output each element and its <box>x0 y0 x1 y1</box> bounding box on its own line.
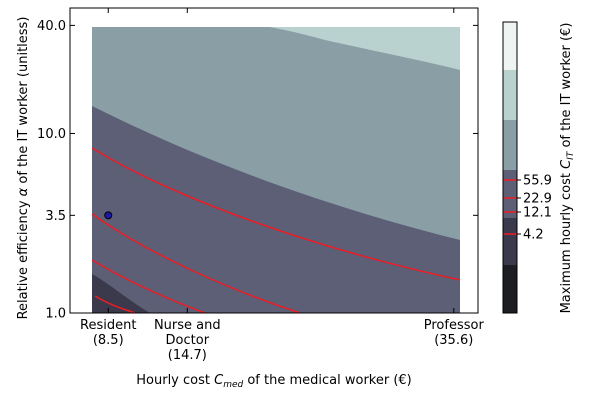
colorbar-segment-2 <box>503 120 517 170</box>
y-tick-label-40-0: 40.0 <box>37 19 66 34</box>
colorbar-segment-3 <box>503 170 517 218</box>
contour-line-12-1 <box>91 259 206 313</box>
x-tick-label-2: Professor (35.6) <box>424 318 485 348</box>
contour-region-5 <box>270 27 460 70</box>
colorbar-segment-0 <box>503 22 517 70</box>
contour-line-4-2 <box>94 295 136 313</box>
filled-contours <box>92 27 460 313</box>
x-axis-ticks: Resident (8.5) Nurse and Doctor (14.7) Profes… <box>80 8 484 363</box>
colorbar-tick-label-22-9: 22.9 <box>523 192 552 207</box>
colorbar-segment-4 <box>503 218 517 265</box>
contour-line-22-9 <box>91 213 301 313</box>
colorbar-tick-label-55-9: 55.9 <box>523 174 552 189</box>
contour-region-3 <box>92 106 460 313</box>
y-tick-label-1-0: 1.0 <box>45 307 66 322</box>
y-tick-label-10-0: 10.0 <box>37 127 66 142</box>
colorbar-ticks: 55.9 22.912.1 4.2 <box>503 174 552 243</box>
plot-frame <box>69 7 479 314</box>
colorbar-tick-label-12-1: 12.1 <box>523 206 552 221</box>
x-axis-title: Hourly cost Cmed of the medical worker (… <box>136 373 412 390</box>
x-tick-label-1: Nurse and Doctor (14.7) <box>154 318 221 363</box>
y-axis-title: Relative efficiency α of the IT worker (… <box>16 17 31 320</box>
colorbar-tick-label-4-2: 4.2 <box>523 228 544 243</box>
y-axis-ticks: 1.0 3.5 10.0 40.0 <box>37 19 478 322</box>
contour-region-1 <box>92 298 113 313</box>
colorbar-segment-5 <box>503 265 517 313</box>
contour-region-2 <box>92 274 150 313</box>
y-tick-label-3-5: 3.5 <box>45 209 66 224</box>
contour-lines <box>91 147 461 313</box>
colorbar-frame <box>502 21 518 314</box>
x-tick-label-0: Resident (8.5) <box>80 318 136 348</box>
resident-marker-point <box>104 211 113 220</box>
colorbar-title: Maximum hourly cost CIT of the IT worker… <box>559 23 576 314</box>
colorbar <box>503 22 517 313</box>
colorbar-segment-1 <box>503 70 517 120</box>
contour-line-55-9 <box>91 147 461 281</box>
